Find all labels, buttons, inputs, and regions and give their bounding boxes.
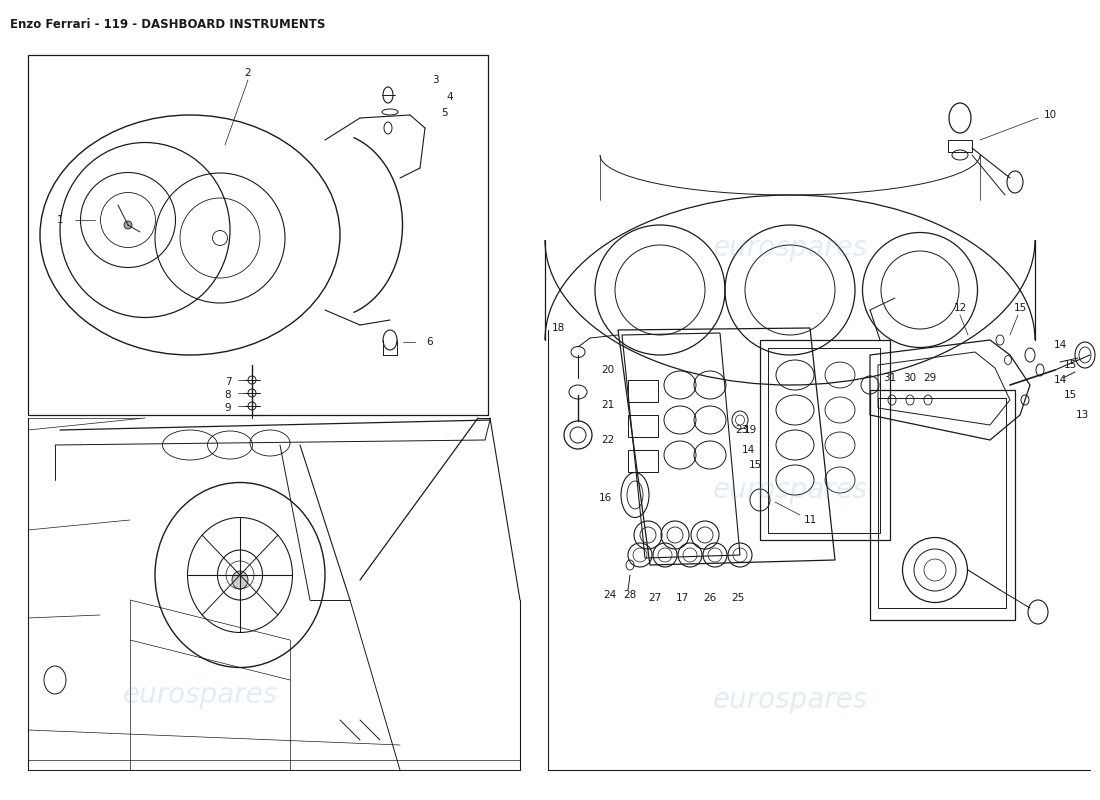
- Bar: [948, 140, 972, 152]
- Text: 10: 10: [1044, 110, 1057, 120]
- Text: 4: 4: [447, 92, 453, 102]
- Text: 1: 1: [57, 215, 64, 225]
- Bar: [760, 340, 890, 540]
- Text: 27: 27: [648, 593, 661, 603]
- Text: 23: 23: [736, 425, 749, 435]
- Text: 13: 13: [1076, 410, 1089, 420]
- Text: 16: 16: [598, 493, 612, 503]
- Text: 9: 9: [224, 403, 231, 413]
- Text: 8: 8: [224, 390, 231, 400]
- Text: 31: 31: [883, 373, 896, 383]
- Ellipse shape: [232, 571, 248, 589]
- Text: 11: 11: [803, 515, 816, 525]
- Text: Enzo Ferrari - 119 - DASHBOARD INSTRUMENTS: Enzo Ferrari - 119 - DASHBOARD INSTRUMEN…: [10, 18, 326, 31]
- Ellipse shape: [124, 221, 132, 229]
- Text: eurospares: eurospares: [713, 686, 868, 714]
- Bar: [28, 55, 488, 415]
- Text: 2: 2: [244, 68, 251, 78]
- Text: eurospares: eurospares: [713, 234, 868, 262]
- Bar: [878, 398, 1006, 608]
- Bar: [870, 390, 1015, 620]
- Text: 15: 15: [1013, 303, 1026, 313]
- Text: 18: 18: [551, 323, 564, 333]
- Text: eurospares: eurospares: [713, 476, 868, 504]
- Text: 12: 12: [954, 303, 967, 313]
- Text: 3: 3: [431, 75, 438, 85]
- Text: 14: 14: [741, 445, 755, 455]
- Text: 25: 25: [732, 593, 745, 603]
- Text: 15: 15: [1064, 360, 1077, 370]
- Text: 26: 26: [703, 593, 716, 603]
- Text: 30: 30: [903, 373, 916, 383]
- Text: 22: 22: [602, 435, 615, 445]
- Text: 29: 29: [923, 373, 936, 383]
- Text: 14: 14: [1054, 375, 1067, 385]
- Bar: [628, 450, 658, 472]
- Text: 5: 5: [442, 108, 449, 118]
- Bar: [768, 348, 880, 533]
- Text: 28: 28: [624, 590, 637, 600]
- Text: 21: 21: [602, 400, 615, 410]
- Text: eurospares: eurospares: [122, 681, 277, 709]
- Text: 7: 7: [224, 377, 231, 387]
- Text: 24: 24: [604, 590, 617, 600]
- Text: 15: 15: [1064, 390, 1077, 400]
- Text: 19: 19: [744, 425, 757, 435]
- Text: 15: 15: [748, 460, 761, 470]
- Bar: [628, 380, 658, 402]
- Text: 14: 14: [1054, 340, 1067, 350]
- Text: 17: 17: [675, 593, 689, 603]
- Text: 20: 20: [602, 365, 615, 375]
- Bar: [628, 415, 658, 437]
- Text: 6: 6: [427, 337, 433, 347]
